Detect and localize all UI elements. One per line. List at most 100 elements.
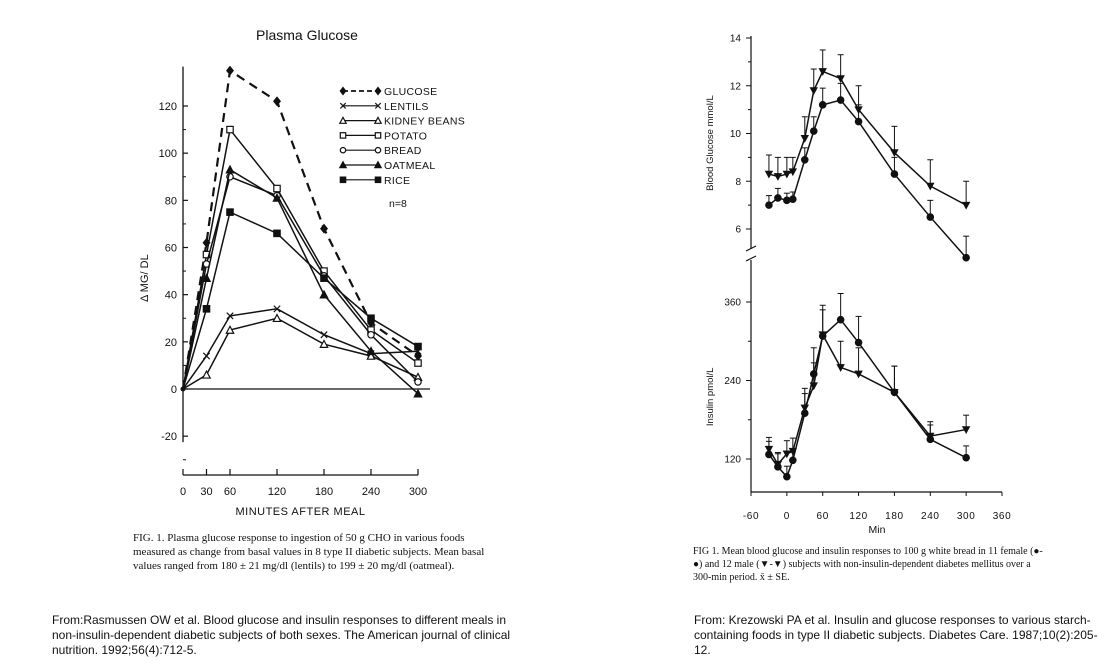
- data-point: [225, 325, 235, 334]
- data-point: [782, 170, 792, 179]
- legend-label: KIDNEY BEANS: [384, 116, 465, 128]
- insulin-series-male: [764, 304, 971, 469]
- data-point: [202, 352, 211, 360]
- legend-label: RICE: [384, 175, 410, 187]
- data-point: [809, 127, 818, 135]
- data-point: [783, 196, 791, 205]
- series-line: [768, 318, 967, 479]
- data-point: [201, 369, 212, 379]
- glucose-series-male: [764, 49, 971, 210]
- legend-marker-left: [338, 160, 348, 169]
- legend-marker-left: [339, 132, 347, 139]
- data-point: [818, 68, 827, 76]
- series-glucose: [181, 65, 422, 390]
- y-tick-label: 10: [730, 129, 742, 140]
- data-point: [962, 253, 970, 262]
- series-line: [768, 332, 967, 466]
- y-tick-label: -20: [161, 431, 177, 443]
- x-tick-label: 60: [224, 486, 236, 498]
- data-point: [926, 432, 935, 441]
- data-point: [836, 364, 845, 372]
- data-point: [836, 315, 845, 324]
- data-point: [788, 168, 798, 177]
- data-point: [273, 184, 281, 193]
- data-point: [414, 342, 422, 351]
- data-point: [367, 330, 375, 339]
- data-point: [854, 370, 863, 379]
- data-point: [226, 125, 234, 134]
- y-tick-label: 100: [159, 148, 177, 160]
- data-point: [961, 426, 971, 435]
- data-point: [320, 223, 328, 234]
- data-point: [320, 274, 328, 282]
- series-oatmeal: [182, 164, 423, 398]
- data-point: [854, 117, 863, 126]
- legend-marker-right: [373, 116, 383, 124]
- insulin-y-axis-label: Insulin pmol/L: [705, 368, 716, 427]
- y-tick-label: 60: [165, 243, 177, 255]
- y-tick-label: 360: [724, 298, 741, 309]
- left-source-citation: From:Rasmussen OW et al. Blood glucose a…: [52, 613, 511, 657]
- data-point: [809, 382, 818, 391]
- axis-break-mark: [745, 255, 757, 262]
- data-point: [414, 359, 422, 367]
- legend-marker-right: [374, 132, 382, 139]
- right-figure-caption: FIG 1. Mean blood glucose and insulin re…: [693, 546, 1043, 583]
- x-tick-label: 180: [315, 486, 333, 498]
- data-point: [818, 331, 827, 340]
- x-axis-label: Min: [869, 524, 886, 536]
- data-point: [961, 201, 971, 210]
- origin-point: [180, 386, 186, 392]
- data-point: [273, 229, 281, 238]
- left-figure-caption: FIG. 1. Plasma glucose response to inges…: [133, 532, 485, 572]
- legend-marker-right: [374, 176, 382, 184]
- x-tick-label: 240: [362, 486, 380, 498]
- legend-marker-right: [374, 102, 382, 109]
- data-point: [764, 445, 774, 454]
- data-point: [201, 273, 212, 282]
- x-tick-label: 120: [849, 511, 868, 522]
- data-point: [774, 194, 782, 202]
- legend-marker-left: [339, 176, 347, 184]
- data-point: [366, 346, 376, 356]
- legend-marker-left: [339, 146, 347, 154]
- x-tick-label: -60: [743, 511, 759, 522]
- data-point: [788, 447, 798, 456]
- data-point: [413, 388, 423, 398]
- data-point: [773, 460, 783, 469]
- data-point: [273, 305, 281, 313]
- legend-label: LENTILS: [384, 101, 429, 113]
- data-point: [854, 106, 863, 115]
- legend-label: GLUCOSE: [384, 86, 437, 98]
- y-tick-label: 40: [165, 290, 177, 302]
- data-point: [272, 313, 282, 323]
- x-tick-label: 300: [957, 511, 976, 522]
- data-point: [789, 456, 797, 465]
- data-point: [926, 213, 935, 221]
- legend-marker-right: [374, 146, 382, 154]
- glucose-y-axis-label: Blood Glucose mmol/L: [705, 95, 716, 191]
- data-point: [226, 208, 234, 216]
- data-point: [773, 173, 783, 181]
- data-point: [809, 87, 818, 95]
- data-point: [765, 201, 773, 209]
- y-tick-label: 0: [171, 384, 177, 396]
- data-point: [836, 96, 845, 104]
- x-tick-label: 60: [817, 511, 829, 522]
- y-tick-label: 240: [724, 376, 741, 387]
- legend-marker-right: [374, 86, 382, 96]
- legend-marker-right: [373, 160, 383, 169]
- y-axis-label: Δ MG/ DL: [139, 254, 151, 302]
- glucose-series-female: [765, 82, 970, 262]
- data-point: [226, 312, 234, 320]
- x-tick-label: 0: [784, 511, 790, 522]
- x-tick-label: 30: [200, 486, 212, 498]
- legend-label: BREAD: [384, 145, 422, 157]
- legend-label: POTATO: [384, 130, 427, 142]
- chart-title: Plasma Glucose: [256, 27, 358, 43]
- data-point: [800, 155, 809, 164]
- series-line: [768, 99, 967, 259]
- y-tick-label: 120: [724, 455, 741, 466]
- legend-marker-left: [339, 102, 347, 109]
- x-tick-label: 360: [993, 511, 1012, 522]
